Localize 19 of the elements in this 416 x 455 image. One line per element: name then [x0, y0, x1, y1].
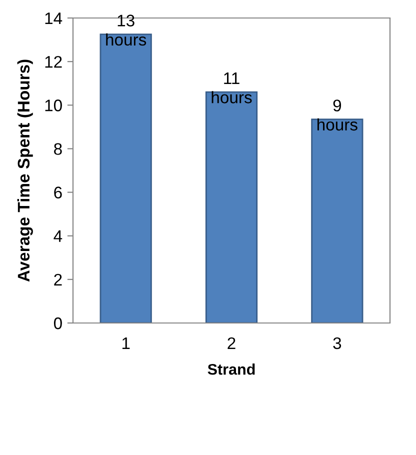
- y-tick-label: 4: [54, 230, 62, 242]
- y-tick-label: 10: [45, 100, 62, 112]
- bar: [100, 34, 152, 323]
- x-tick-label: 1: [122, 338, 130, 349]
- y-tick-label: 8: [54, 143, 62, 155]
- data-label: 9 hours: [317, 100, 358, 131]
- y-tick-label: 2: [54, 274, 62, 286]
- x-axis-title: Strand: [208, 364, 255, 375]
- y-tick-label: 14: [45, 12, 62, 24]
- y-axis-title: Average Time Spent (Hours): [17, 60, 33, 282]
- bar: [205, 91, 258, 323]
- y-tick-label: 6: [54, 186, 62, 198]
- y-tick-label: 0: [54, 317, 62, 330]
- x-tick-label: 3: [333, 337, 342, 350]
- data-label: 11 hours: [212, 72, 252, 104]
- y-tick-label: 12: [45, 56, 62, 68]
- x-tick-label: 2: [228, 337, 236, 349]
- data-label: 13 hours: [106, 14, 146, 46]
- bar: [311, 118, 364, 323]
